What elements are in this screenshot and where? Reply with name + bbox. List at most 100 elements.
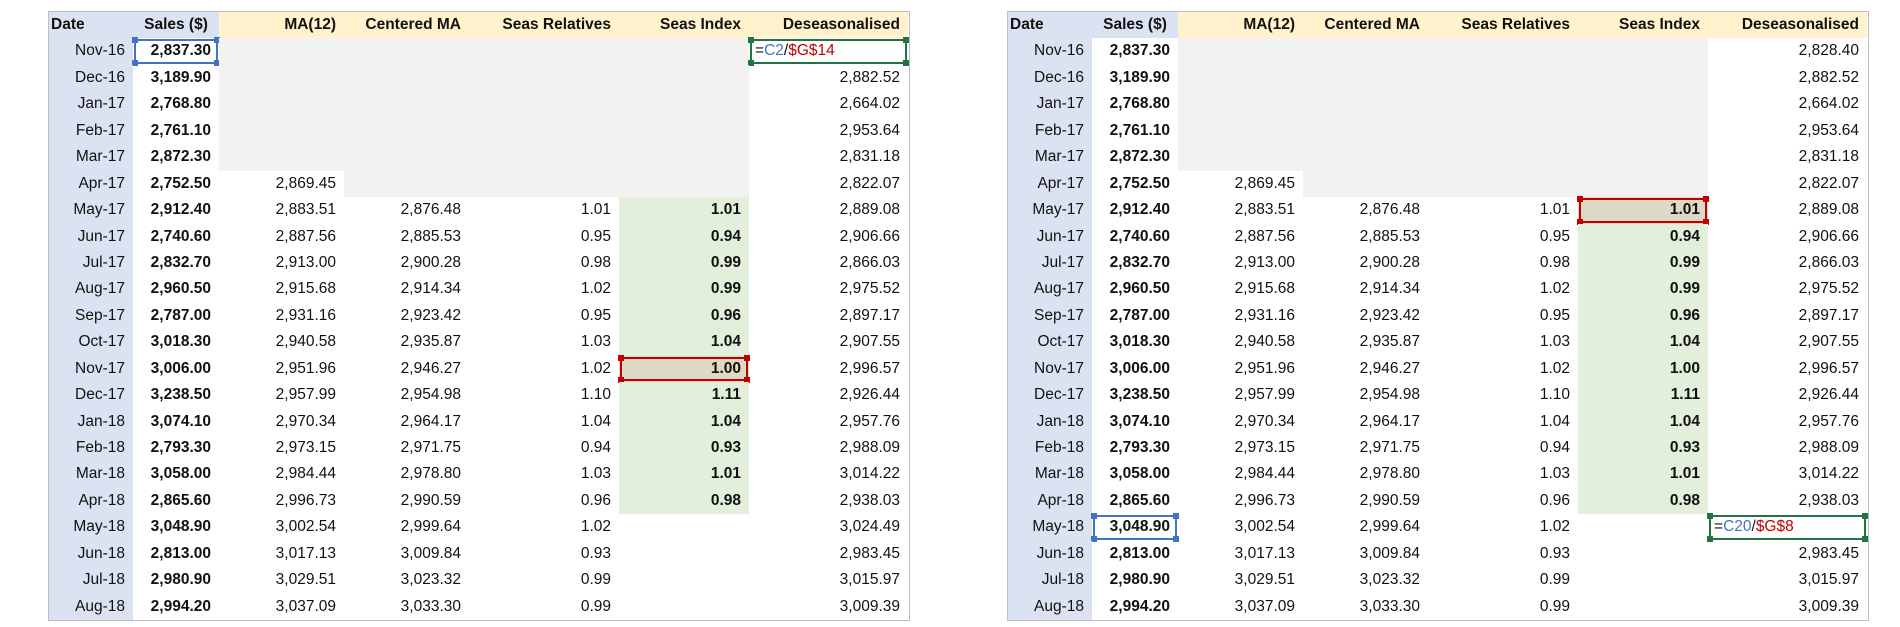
ma12-cell[interactable]	[219, 64, 344, 92]
date-cell[interactable]: Jul-18	[49, 567, 133, 594]
sales-cell[interactable]: 3,058.00	[1109, 465, 1170, 483]
seas-index-cell[interactable]	[1578, 64, 1708, 92]
ma12-cell[interactable]: 3,029.51	[275, 571, 336, 589]
seas-index-cell[interactable]	[619, 144, 749, 171]
seas-index-cell[interactable]	[619, 64, 749, 92]
seas-index-cell[interactable]	[1578, 144, 1708, 171]
seas-index-cell[interactable]	[1578, 170, 1708, 198]
deseasonalised-cell[interactable]: 2,975.52	[839, 280, 900, 298]
seas-index-cell[interactable]: 0.99	[619, 276, 749, 303]
ma12-cell[interactable]: 2,869.45	[1234, 174, 1295, 192]
centered-ma-cell[interactable]	[344, 91, 469, 118]
centered-ma-cell[interactable]: 2,990.59	[1359, 491, 1420, 509]
date-cell[interactable]: Nov-17	[49, 355, 133, 383]
centered-ma-cell[interactable]: 2,923.42	[400, 306, 461, 324]
ma12-cell[interactable]: 2,984.44	[1234, 465, 1295, 483]
sales-cell[interactable]: 2,787.00	[150, 306, 211, 324]
deseasonalised-cell[interactable]: 2,996.57	[839, 359, 900, 377]
centered-ma-cell[interactable]	[1303, 64, 1428, 92]
selection-handle[interactable]	[1173, 535, 1179, 542]
seas-index-cell[interactable]	[619, 567, 749, 593]
deseasonalised-cell[interactable]: 2,897.17	[1798, 306, 1859, 324]
ma12-cell[interactable]: 3,017.13	[1234, 544, 1295, 562]
ma12-cell[interactable]: 3,002.54	[1234, 518, 1295, 536]
seas-relatives-cell[interactable]: 0.98	[580, 253, 611, 271]
header-ma12[interactable]: MA(12)	[1178, 12, 1303, 39]
centered-ma-cell[interactable]: 2,971.75	[1359, 439, 1420, 456]
seas-index-cell[interactable]	[1578, 91, 1708, 118]
deseasonalised-cell[interactable]: 2,988.09	[839, 439, 900, 456]
selection-handle[interactable]	[903, 59, 909, 66]
referenced-cell-blue[interactable]: 2,837.30	[132, 37, 220, 66]
seas-index-cell[interactable]	[619, 594, 749, 620]
sales-cell[interactable]: 3,074.10	[150, 412, 211, 430]
seas-relatives-cell[interactable]: 0.93	[1539, 544, 1570, 562]
date-cell[interactable]: Feb-18	[1008, 435, 1092, 462]
ma12-cell[interactable]: 2,913.00	[1234, 253, 1295, 271]
sales-cell[interactable]: 2,960.50	[1109, 280, 1170, 298]
seas-index-cell[interactable]	[1578, 567, 1708, 593]
sales-cell[interactable]: 2,872.30	[1109, 148, 1170, 166]
deseasonalised-cell[interactable]: 2,664.02	[839, 95, 900, 113]
ma12-cell[interactable]: 2,957.99	[275, 386, 336, 404]
header-ma12[interactable]: MA(12)	[219, 12, 344, 39]
seas-relatives-cell[interactable]: 1.02	[580, 518, 611, 536]
ma12-cell[interactable]: 3,017.13	[275, 544, 336, 562]
seas-relatives-cell[interactable]: 0.99	[580, 597, 611, 615]
centered-ma-cell[interactable]: 2,964.17	[1359, 412, 1420, 430]
ma12-cell[interactable]: 2,951.96	[1234, 359, 1295, 377]
formula-edit-cell[interactable]: =C2/$G$14	[748, 37, 909, 66]
date-cell[interactable]: Jan-17	[1008, 91, 1092, 118]
deseasonalised-cell[interactable]: 2,975.52	[1798, 280, 1859, 298]
centered-ma-cell[interactable]: 3,023.32	[1359, 571, 1420, 589]
selection-handle[interactable]	[1091, 535, 1097, 542]
seas-relatives-cell[interactable]: 0.95	[1539, 306, 1570, 324]
sales-cell[interactable]: 3,018.30	[1109, 333, 1170, 351]
centered-ma-cell[interactable]: 2,946.27	[1359, 359, 1420, 377]
centered-ma-cell[interactable]: 2,900.28	[1359, 253, 1420, 271]
deseasonalised-cell[interactable]: 2,938.03	[1798, 491, 1859, 509]
date-cell[interactable]: Jan-18	[1008, 408, 1092, 435]
centered-ma-cell[interactable]: 2,946.27	[400, 359, 461, 377]
sales-cell[interactable]: 2,761.10	[1109, 121, 1170, 139]
seas-index-cell[interactable]: 1.00	[1578, 355, 1708, 383]
centered-ma-cell[interactable]	[344, 170, 469, 198]
centered-ma-cell[interactable]: 2,935.87	[400, 333, 461, 351]
header-centered-ma[interactable]: Centered MA	[344, 12, 469, 39]
ma12-cell[interactable]	[1178, 91, 1303, 118]
centered-ma-cell[interactable]: 2,914.34	[1359, 280, 1420, 298]
sales-cell[interactable]: 3,074.10	[1109, 412, 1170, 430]
centered-ma-cell[interactable]: 2,978.80	[400, 465, 461, 483]
seas-relatives-cell[interactable]	[469, 64, 619, 92]
seas-relatives-cell[interactable]: 1.04	[1539, 412, 1570, 430]
sales-cell[interactable]: 2,912.40	[1109, 201, 1170, 219]
date-cell[interactable]: Jul-17	[49, 249, 133, 277]
seas-index-cell[interactable]: 0.94	[619, 223, 749, 250]
deseasonalised-cell[interactable]: 2,897.17	[839, 306, 900, 324]
date-cell[interactable]: Mar-18	[1008, 461, 1092, 488]
date-cell[interactable]: Jul-17	[1008, 249, 1092, 277]
header-date[interactable]: Date	[49, 12, 133, 39]
date-cell[interactable]: Mar-17	[1008, 144, 1092, 171]
deseasonalised-cell[interactable]: 3,024.49	[839, 518, 900, 536]
centered-ma-cell[interactable]	[344, 38, 469, 65]
seas-index-cell[interactable]: 0.98	[619, 487, 749, 515]
seas-index-cell[interactable]: 0.94	[1578, 223, 1708, 250]
centered-ma-cell[interactable]: 2,876.48	[400, 201, 461, 219]
selection-handle[interactable]	[618, 354, 624, 361]
date-cell[interactable]: Sep-17	[1008, 302, 1092, 330]
spreadsheet-left[interactable]: Date Sales ($) MA(12) Centered MA Seas Relat…	[48, 11, 910, 622]
deseasonalised-cell[interactable]: 2,907.55	[839, 333, 900, 351]
centered-ma-cell[interactable]: 2,954.98	[400, 386, 461, 404]
selection-handle[interactable]	[1703, 218, 1709, 225]
deseasonalised-cell[interactable]: 2,866.03	[839, 253, 900, 271]
selection-handle[interactable]	[1703, 196, 1709, 203]
centered-ma-cell[interactable]: 2,999.64	[1359, 518, 1420, 536]
seas-index-cell[interactable]	[1578, 514, 1708, 540]
ma12-cell[interactable]: 2,931.16	[275, 306, 336, 324]
deseasonalised-cell[interactable]: 2,828.40	[1798, 42, 1859, 60]
ma12-cell[interactable]: 2,951.96	[275, 359, 336, 377]
deseasonalised-cell[interactable]: 2,957.76	[1798, 412, 1859, 430]
deseasonalised-cell[interactable]: 2,664.02	[1798, 95, 1859, 113]
centered-ma-cell[interactable]: 2,964.17	[400, 412, 461, 430]
